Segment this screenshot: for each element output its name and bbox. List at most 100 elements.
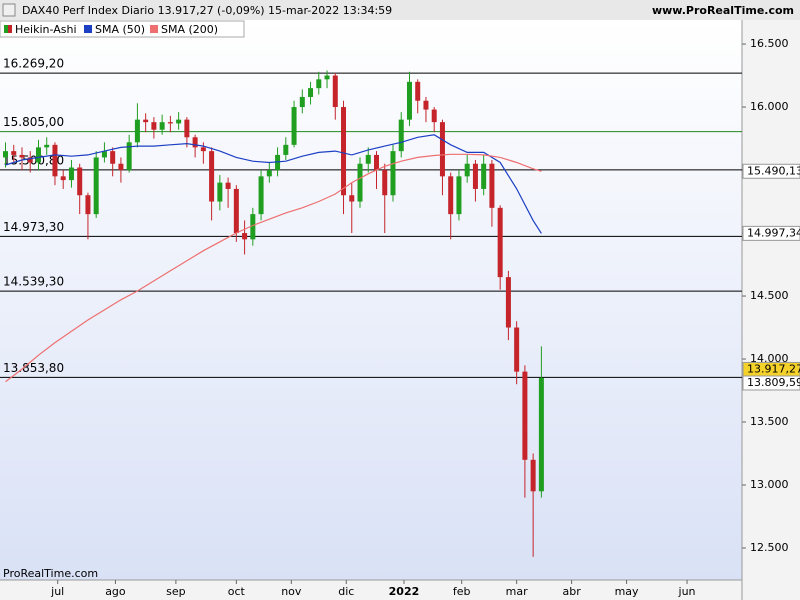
- candle-body: [52, 144, 58, 177]
- x-tick-label: ago: [105, 585, 126, 598]
- x-tick-label: feb: [453, 585, 471, 598]
- y-tick-label: 14.500: [750, 289, 789, 302]
- candle-body: [316, 79, 322, 89]
- plot-area: [0, 20, 742, 580]
- candle-body: [19, 154, 25, 158]
- level-label: 15.805,00: [3, 115, 64, 129]
- chart-title: DAX40 Perf Index Diario 13.917,27 (-0,09…: [22, 4, 392, 17]
- candle-body: [167, 122, 173, 124]
- candle-body: [415, 81, 421, 101]
- candle-body: [250, 214, 256, 240]
- candle-body: [481, 163, 487, 189]
- legend-swatch: [84, 25, 92, 33]
- candle-body: [184, 119, 190, 138]
- source: www.ProRealTime.com: [652, 4, 794, 17]
- candle-body: [217, 182, 223, 202]
- candle-body: [341, 107, 347, 196]
- y-axis-area: [742, 20, 800, 600]
- level-label: 14.973,30: [3, 220, 64, 234]
- candle-body: [266, 170, 272, 177]
- x-tick-label: may: [615, 585, 639, 598]
- y-tick-label: 13.000: [750, 478, 789, 491]
- candle-body: [299, 96, 305, 108]
- candle-body: [439, 122, 445, 177]
- candle-body: [522, 371, 528, 460]
- price-tag-label: 15.490,13: [747, 164, 800, 177]
- candle-body: [398, 119, 404, 152]
- candle-body: [530, 459, 536, 492]
- sma-line: [5, 134, 542, 234]
- legend-label: Heikin-Ashi: [15, 23, 77, 36]
- candle-body: [472, 163, 478, 189]
- candle-body: [77, 167, 83, 196]
- candle-body: [308, 88, 314, 97]
- x-tick-label: jul: [50, 585, 64, 598]
- price-tag-label: 14.997,34: [747, 226, 800, 239]
- level-label: 16.269,20: [3, 57, 64, 71]
- price-tag-label: 13.917,27: [747, 362, 800, 375]
- legend-swatch: [4, 25, 8, 33]
- candle-body: [489, 163, 495, 208]
- x-tick-label: nov: [281, 585, 302, 598]
- candle-body: [275, 154, 281, 171]
- candle-body: [291, 107, 297, 145]
- x-tick-label: jun: [678, 585, 696, 598]
- expand-icon[interactable]: [2, 3, 16, 17]
- x-tick-label: sep: [166, 585, 185, 598]
- candle-body: [406, 81, 412, 120]
- candle-body: [324, 75, 330, 80]
- candle-body: [448, 176, 454, 215]
- candle-body: [85, 195, 91, 215]
- candle-body: [44, 144, 50, 148]
- legend-swatch: [8, 25, 12, 33]
- level-label: 15.500,80: [3, 153, 64, 167]
- candle-body: [233, 188, 239, 234]
- candle-body: [126, 142, 132, 171]
- x-tick-label: oct: [228, 585, 246, 598]
- candle-body: [192, 137, 198, 148]
- legend-label: SMA (50): [95, 23, 145, 36]
- price-tag: [742, 163, 800, 179]
- y-tick-label: 16.500: [750, 37, 789, 50]
- candle-body: [60, 176, 66, 181]
- candle-body: [11, 151, 17, 155]
- candle-body: [159, 122, 165, 130]
- candle-body: [423, 100, 429, 110]
- candle-body: [118, 163, 124, 171]
- watermark: ProRealTime.com: [3, 567, 98, 580]
- candle-body: [151, 122, 157, 130]
- candle-body: [505, 277, 511, 328]
- candle-body: [35, 147, 41, 163]
- candle-body: [2, 151, 8, 158]
- x-tick-label: 2022: [389, 585, 420, 598]
- candle-body: [110, 151, 116, 164]
- price-tag: [742, 225, 800, 241]
- candle-body: [349, 195, 355, 202]
- candle-body: [373, 154, 379, 171]
- candle-body: [514, 327, 520, 372]
- candle-body: [456, 176, 462, 215]
- price-tag: [742, 375, 800, 391]
- level-label: 14.539,30: [3, 275, 64, 289]
- candle-body: [93, 157, 99, 215]
- x-axis-area: [0, 580, 742, 600]
- candle-body: [332, 75, 338, 108]
- y-tick-label: 12.500: [750, 541, 789, 554]
- candle-body: [538, 377, 544, 492]
- candle-body: [134, 119, 140, 143]
- candle-body: [176, 119, 182, 124]
- candle-body: [27, 157, 33, 163]
- candle-body: [357, 163, 363, 202]
- y-tick-label: 13.500: [750, 415, 789, 428]
- legend: [0, 20, 245, 38]
- x-tick-label: mar: [506, 585, 528, 598]
- candle-body: [209, 151, 215, 202]
- sma-line: [5, 153, 542, 383]
- y-tick-label: 14.000: [750, 352, 789, 365]
- legend-swatch: [150, 25, 158, 33]
- candle-body: [464, 163, 470, 177]
- candle-body: [365, 154, 371, 164]
- candle-body: [242, 233, 248, 240]
- y-tick-label: 16.000: [750, 100, 789, 113]
